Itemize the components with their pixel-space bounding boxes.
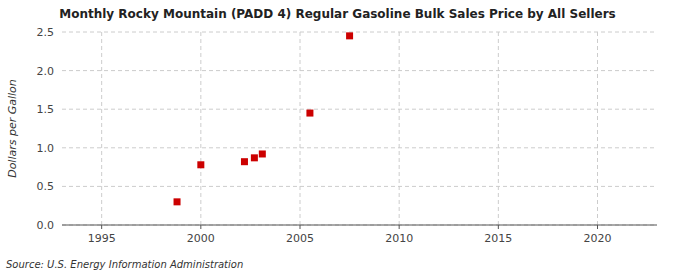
points bbox=[174, 32, 354, 205]
x-tick-label: 2010 bbox=[385, 232, 413, 245]
axes: 0.0 0.5 1.0 1.5 2.0 2.5 1995 2000 2005 2010 2015 20… bbox=[37, 26, 658, 245]
x-tick bbox=[200, 225, 201, 229]
x-tick bbox=[300, 225, 301, 229]
x-tick-label: 2005 bbox=[286, 232, 314, 245]
x-tick bbox=[597, 225, 598, 229]
y-tick-label: 2.5 bbox=[37, 26, 55, 39]
y-grid-line bbox=[62, 186, 657, 187]
y-tick-label: 0.5 bbox=[37, 180, 55, 193]
x-tick bbox=[101, 225, 102, 229]
x-grid-line bbox=[399, 32, 400, 225]
y-grid-line bbox=[62, 109, 657, 110]
y-tick-label: 1.0 bbox=[37, 142, 55, 155]
x-tick-label: 2020 bbox=[584, 232, 612, 245]
chart: 0.0 0.5 1.0 1.5 2.0 2.5 1995 2000 2005 2010 2015 20… bbox=[0, 0, 675, 275]
x-grid-line bbox=[200, 32, 201, 225]
x-tick bbox=[498, 225, 499, 229]
grid bbox=[62, 32, 657, 225]
point bbox=[306, 110, 313, 117]
point bbox=[241, 158, 248, 165]
x-grid-line bbox=[498, 32, 499, 225]
x-grid-line bbox=[300, 32, 301, 225]
x-tick-label: 2015 bbox=[484, 232, 512, 245]
point bbox=[346, 32, 353, 39]
y-grid-line bbox=[62, 225, 657, 226]
x-axis-line bbox=[62, 225, 657, 226]
point bbox=[174, 198, 181, 205]
y-tick-label: 1.5 bbox=[37, 103, 55, 116]
y-tick-label: 0.0 bbox=[37, 219, 55, 232]
x-grid-line bbox=[101, 32, 102, 225]
point bbox=[259, 150, 266, 157]
x-tick-label: 1995 bbox=[88, 232, 116, 245]
y-grid-line bbox=[62, 70, 657, 71]
y-tick-label: 2.0 bbox=[37, 65, 55, 78]
x-tick bbox=[399, 225, 400, 229]
point bbox=[197, 161, 204, 168]
point bbox=[251, 154, 258, 161]
y-grid-line bbox=[62, 32, 657, 33]
x-grid-line bbox=[597, 32, 598, 225]
title: Monthly Rocky Mountain (PADD 4) Regular … bbox=[59, 7, 615, 21]
x-tick-label: 2000 bbox=[187, 232, 215, 245]
source: Source: U.S. Energy Information Administ… bbox=[6, 259, 243, 270]
y-grid-line bbox=[62, 147, 657, 148]
y-axis-label: Dollars per Gallon bbox=[6, 79, 19, 178]
